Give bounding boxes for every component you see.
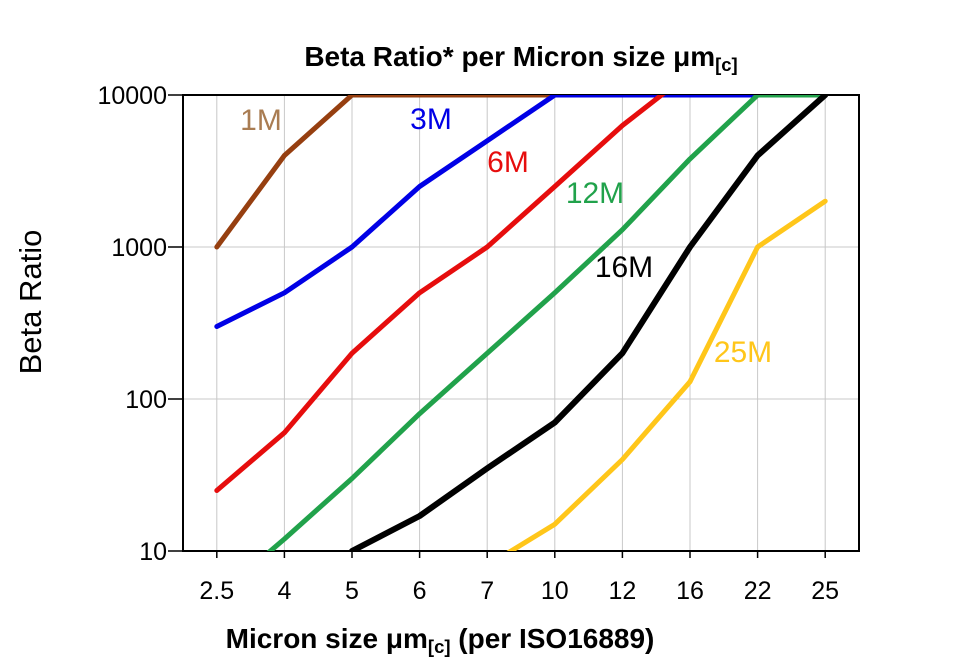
series-label-25M: 25M: [714, 336, 772, 369]
y-tick-label-10: 10: [139, 538, 167, 566]
x-tick-label-5: 5: [345, 577, 359, 605]
x-tick-label-22: 22: [744, 577, 772, 605]
series-line-12M: [266, 95, 828, 551]
chart-title-text: Beta Ratio* per Micron size: [304, 41, 674, 72]
series-label-16M: 16M: [595, 251, 653, 284]
x-axis-title-subscript: [c]: [427, 636, 451, 658]
x-axis-title: Micron size μm[c] (per ISO16889): [0, 623, 880, 662]
series-line-25M: [506, 198, 828, 551]
y-tick-label-100: 100: [125, 386, 167, 414]
series-line-16M: [349, 95, 829, 551]
y-tick-label-10000: 10000: [97, 82, 167, 110]
x-axis-title-suffix: (per ISO16889): [450, 623, 655, 654]
y-tick-label-1000: 1000: [111, 234, 167, 262]
chart-title-subscript: [c]: [715, 54, 738, 76]
chart-title: Beta Ratio* per Micron size μm[c]: [183, 42, 859, 80]
x-tick-label-6: 6: [413, 577, 427, 605]
x-tick-label-16: 16: [676, 577, 704, 605]
series-line-6M: [214, 95, 666, 493]
x-tick-label-7: 7: [480, 577, 494, 605]
chart-title-mu: μm: [673, 41, 716, 72]
series-label-6M: 6M: [487, 146, 529, 179]
series-line-1M: [214, 95, 558, 250]
series-label-12M: 12M: [566, 177, 624, 210]
y-axis-title: Beta Ratio: [13, 229, 48, 375]
x-tick-label-25: 25: [811, 577, 839, 605]
series-line-3M: [214, 95, 828, 329]
series-label-1M: 1M: [240, 104, 282, 137]
x-tick-label-12: 12: [608, 577, 636, 605]
x-tick-label-4: 4: [277, 577, 291, 605]
x-tick-label-2.5: 2.5: [199, 577, 234, 605]
x-axis-title-text: Micron size μm: [225, 623, 428, 654]
x-tick-label-10: 10: [541, 577, 569, 605]
series-label-3M: 3M: [410, 103, 452, 136]
